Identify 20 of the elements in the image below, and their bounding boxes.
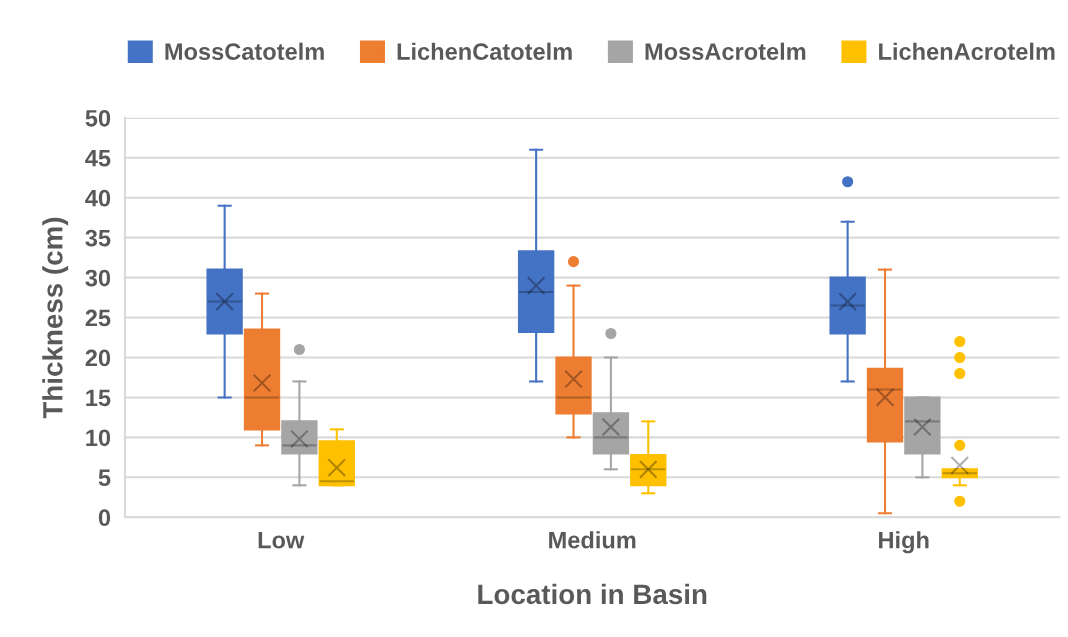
y-tick-label: 40 <box>85 189 111 207</box>
x-tick-label: High <box>879 531 929 554</box>
y-tick-label: 30 <box>85 269 111 287</box>
y-tick-label: 35 <box>85 229 111 247</box>
y-tick-label: 10 <box>86 429 111 447</box>
x-tick-label: Low <box>258 532 305 549</box>
y-tick-label: 25 <box>85 309 111 327</box>
y-tick-label: 5 <box>98 469 111 487</box>
y-tick-label: 0 <box>98 509 111 527</box>
legend-label: MossCatotelm <box>165 42 324 60</box>
y-tick-label: 50 <box>85 109 111 127</box>
y-tick-label: 15 <box>86 389 111 407</box>
y-axis-title: Thickness (cm) <box>42 217 69 419</box>
x-tick-label: Medium <box>549 531 636 549</box>
legend-label: LichenCatotelm <box>397 42 572 60</box>
y-tick-label: 45 <box>85 150 111 167</box>
legend-label: MossAcrotelm <box>645 42 806 60</box>
y-tick-label: 20 <box>85 349 111 367</box>
x-axis-title: Location in Basin <box>478 583 707 605</box>
legend-label: LichenAcrotelm <box>879 42 1055 60</box>
